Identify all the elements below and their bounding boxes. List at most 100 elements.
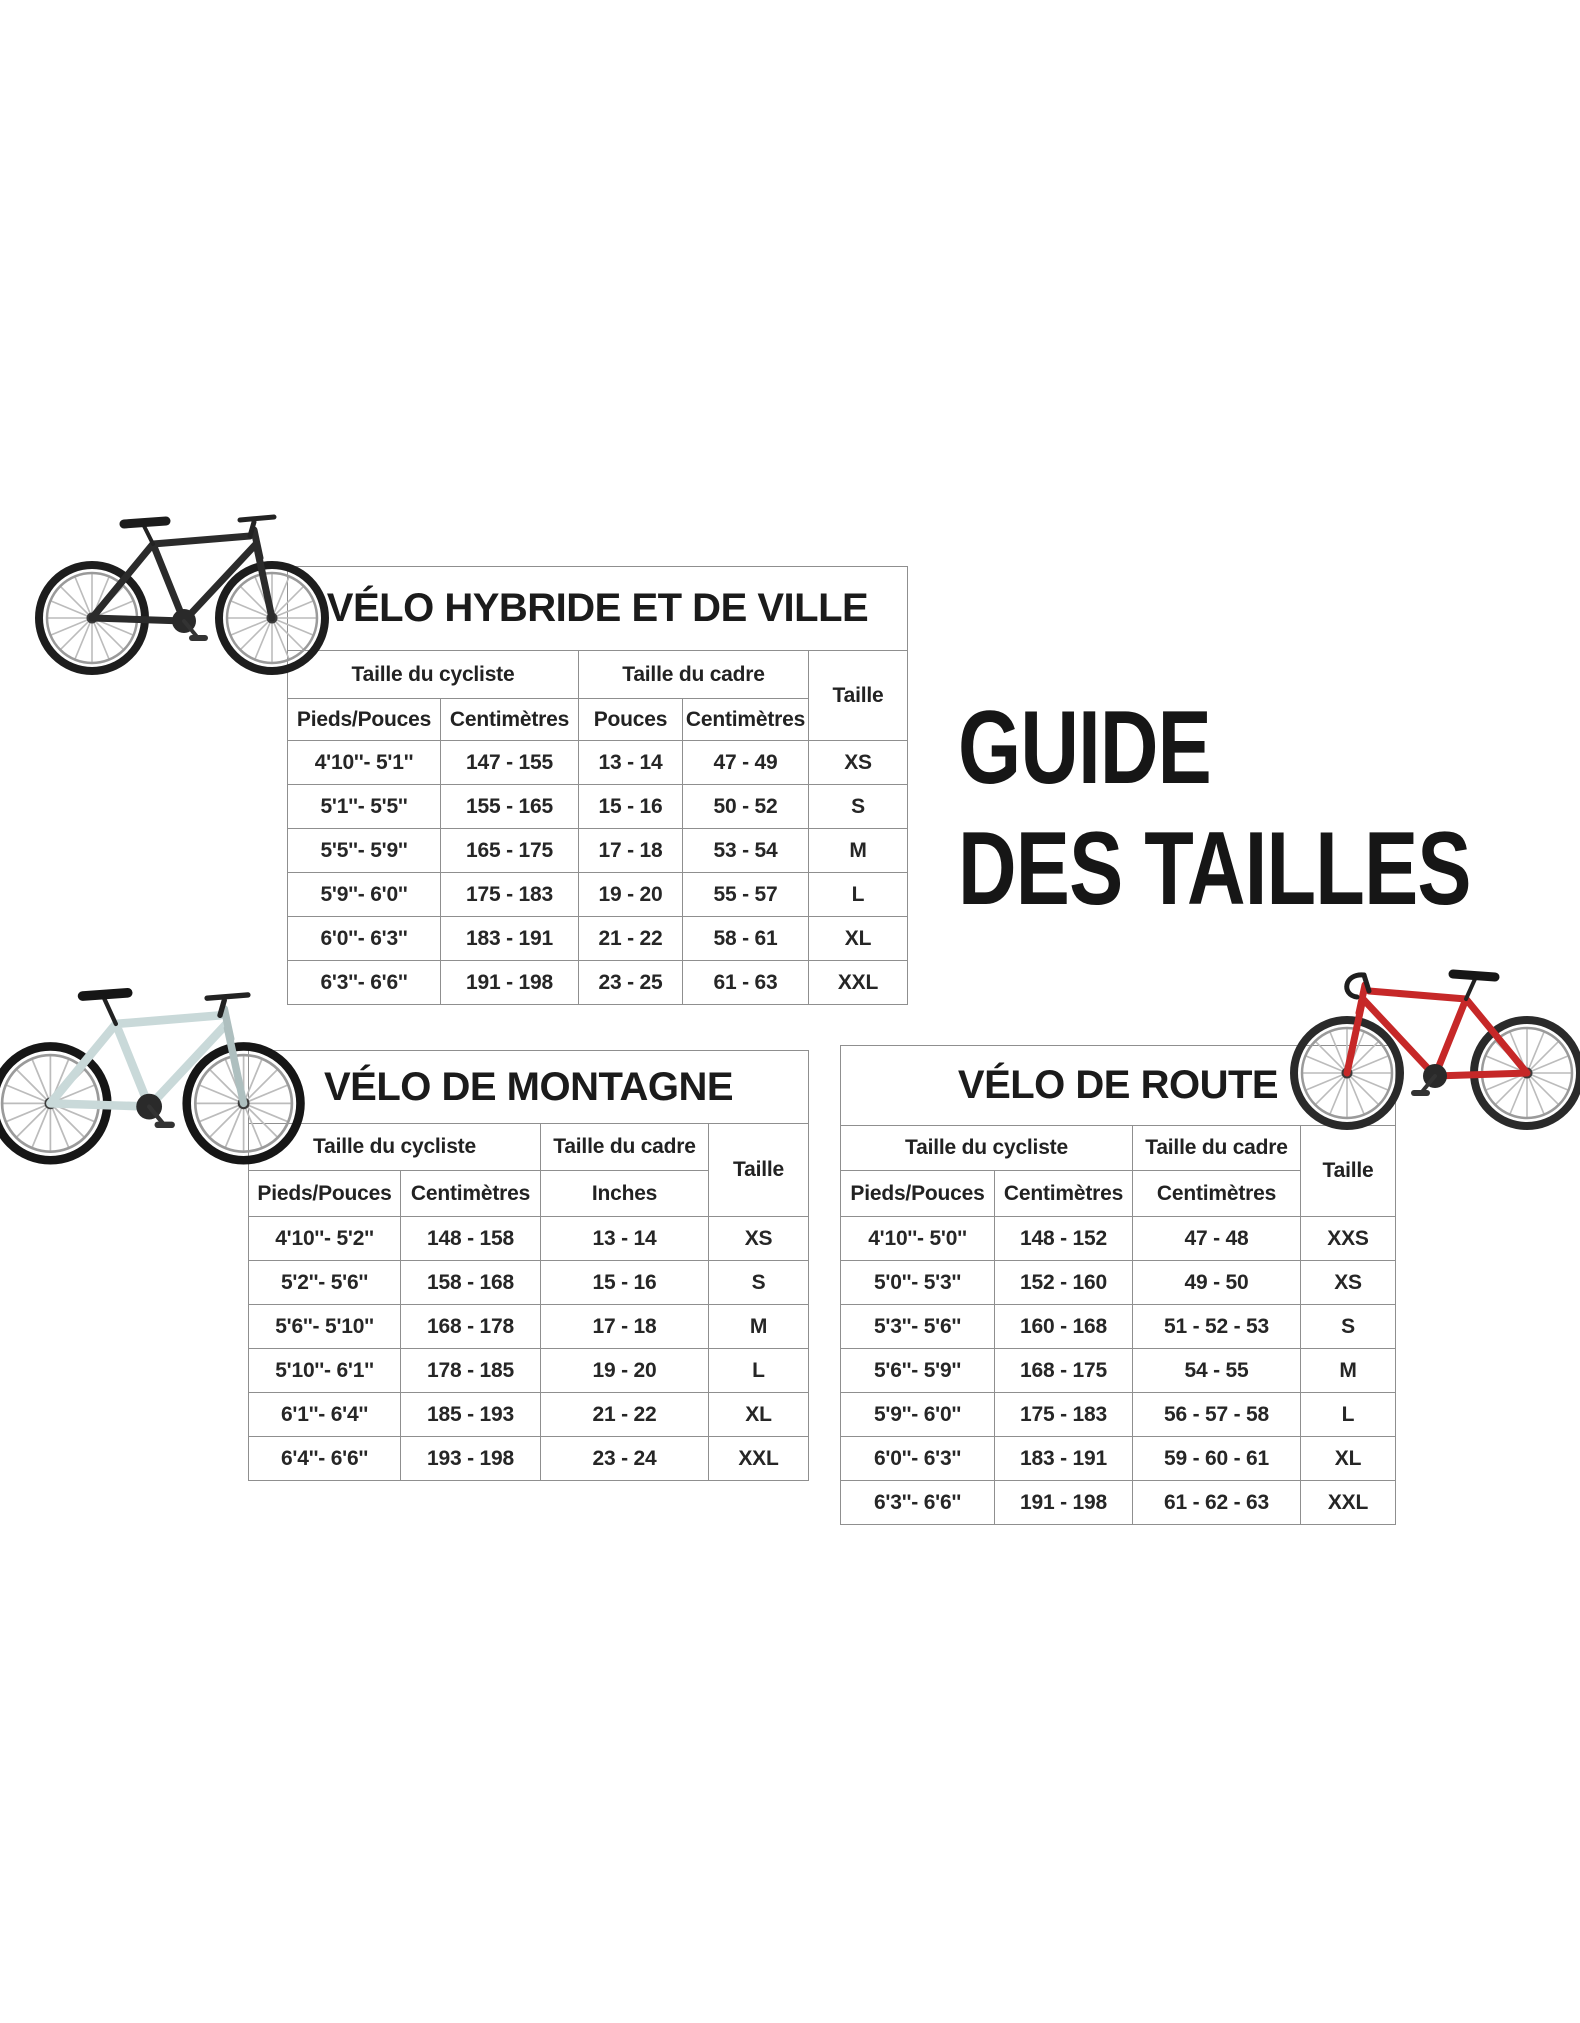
table-cell: 178 - 185: [400, 1348, 541, 1393]
table-cell: 155 - 165: [440, 784, 579, 829]
table-row: 6'4''- 6'6'' 193 - 198 23 - 24 XXL: [248, 1436, 809, 1481]
table-row: 6'3''- 6'6'' 191 - 198 61 - 62 - 63 XXL: [840, 1480, 1396, 1525]
table-row: 5'6''- 5'10'' 168 - 178 17 - 18 M: [248, 1304, 809, 1349]
size-code-cell: XL: [708, 1392, 809, 1437]
column-header: Pieds/Pouces: [287, 698, 441, 741]
table-row: Pieds/Pouces Centimètres Inches: [248, 1170, 809, 1217]
table-cell: 47 - 48: [1132, 1216, 1301, 1261]
frame-size-group-header: Taille du cadre: [578, 650, 809, 699]
table-cell: 47 - 49: [682, 740, 809, 785]
table-row: 5'5''- 5'9'' 165 - 175 17 - 18 53 - 54 M: [287, 828, 908, 873]
frame-size-group-header: Taille du cadre: [1132, 1125, 1301, 1171]
table-cell: 23 - 25: [578, 960, 683, 1005]
column-header: Centimètres: [440, 698, 579, 741]
table-cell: 148 - 152: [994, 1216, 1133, 1261]
table-cell: 61 - 63: [682, 960, 809, 1005]
column-header: Pouces: [578, 698, 683, 741]
table-cell: 59 - 60 - 61: [1132, 1436, 1301, 1481]
table-cell: 6'4''- 6'6'': [248, 1436, 401, 1481]
size-code-cell: XS: [1300, 1260, 1396, 1305]
table-cell: 5'9''- 6'0'': [287, 872, 441, 917]
hybrid-city-bike-image: [35, 514, 329, 675]
table-row: Taille du cycliste Taille du cadre Taille: [840, 1125, 1396, 1217]
table-cell: 21 - 22: [578, 916, 683, 961]
mountain-bike-image: [0, 987, 305, 1165]
table-cell: 6'0''- 6'3'': [840, 1436, 995, 1481]
table-cell: 51 - 52 - 53: [1132, 1304, 1301, 1349]
table-cell: 5'6''- 5'10'': [248, 1304, 401, 1349]
table-cell: 165 - 175: [440, 828, 579, 873]
table-cell: 17 - 18: [578, 828, 683, 873]
table-row: 4'10''- 5'1'' 147 - 155 13 - 14 47 - 49 XS: [287, 740, 908, 785]
size-code-cell: S: [1300, 1304, 1396, 1349]
rider-size-group-header: Taille du cycliste: [840, 1125, 1133, 1171]
table-cell: 56 - 57 - 58: [1132, 1392, 1301, 1437]
size-code-cell: L: [808, 872, 908, 917]
table-title: VÉLO DE MONTAGNE: [248, 1050, 809, 1124]
table-cell: 61 - 62 - 63: [1132, 1480, 1301, 1525]
rider-size-group-header: Taille du cycliste: [287, 650, 579, 699]
size-code-cell: L: [1300, 1392, 1396, 1437]
page-title: GUIDE DES TAILLES: [958, 688, 1472, 929]
table-cell: 5'6''- 5'9'': [840, 1348, 995, 1393]
table-cell: 5'5''- 5'9'': [287, 828, 441, 873]
table-cell: 185 - 193: [400, 1392, 541, 1437]
size-code-cell: S: [808, 784, 908, 829]
table-cell: 5'9''- 6'0'': [840, 1392, 995, 1437]
table-cell: 191 - 198: [440, 960, 579, 1005]
table-row: 4'10''- 5'0'' 148 - 152 47 - 48 XXS: [840, 1216, 1396, 1261]
table-cell: 15 - 16: [578, 784, 683, 829]
size-column-header: Taille: [708, 1123, 809, 1217]
size-code-cell: XXL: [708, 1436, 809, 1481]
bike-drawing: [1290, 969, 1580, 1130]
table-cell: 13 - 14: [578, 740, 683, 785]
table-cell: 5'3''- 5'6'': [840, 1304, 995, 1349]
page-title-line1: GUIDE: [958, 690, 1212, 806]
size-code-cell: XL: [808, 916, 908, 961]
table-cell: 5'1''- 5'5'': [287, 784, 441, 829]
table-cell: 6'1''- 6'4'': [248, 1392, 401, 1437]
table-row: 5'1''- 5'5'' 155 - 165 15 - 16 50 - 52 S: [287, 784, 908, 829]
column-header: Centimètres: [994, 1170, 1133, 1217]
table-cell: 49 - 50: [1132, 1260, 1301, 1305]
size-code-cell: XL: [1300, 1436, 1396, 1481]
table-row: 6'1''- 6'4'' 185 - 193 21 - 22 XL: [248, 1392, 809, 1437]
column-header: Pieds/Pouces: [248, 1170, 401, 1217]
column-header: Centimètres: [682, 698, 809, 741]
table-cell: 6'3''- 6'6'': [287, 960, 441, 1005]
table-cell: 158 - 168: [400, 1260, 541, 1305]
table-title: VÉLO HYBRIDE ET DE VILLE: [287, 566, 908, 651]
page-title-line2: DES TAILLES: [958, 810, 1472, 927]
size-code-cell: M: [808, 828, 908, 873]
size-code-cell: L: [708, 1348, 809, 1393]
table-cell: 17 - 18: [540, 1304, 709, 1349]
table-cell: 5'0''- 5'3'': [840, 1260, 995, 1305]
hybrid-city-size-table: VÉLO HYBRIDE ET DE VILLE Taille du cyclis…: [287, 566, 908, 1005]
table-cell: 13 - 14: [540, 1216, 709, 1261]
table-cell: 183 - 191: [994, 1436, 1133, 1481]
table-row: 6'0''- 6'3'' 183 - 191 21 - 22 58 - 61 XL: [287, 916, 908, 961]
table-row: VÉLO DE MONTAGNE: [248, 1050, 809, 1124]
table-cell: 148 - 158: [400, 1216, 541, 1261]
column-header: Centimètres: [400, 1170, 541, 1217]
table-cell: 175 - 183: [440, 872, 579, 917]
table-cell: 168 - 175: [994, 1348, 1133, 1393]
table-row: 5'9''- 6'0'' 175 - 183 19 - 20 55 - 57 L: [287, 872, 908, 917]
table-cell: 6'0''- 6'3'': [287, 916, 441, 961]
table-cell: 4'10''- 5'1'': [287, 740, 441, 785]
frame-size-group-header: Taille du cadre: [540, 1123, 709, 1171]
column-header: Pieds/Pouces: [840, 1170, 995, 1217]
table-cell: 147 - 155: [440, 740, 579, 785]
size-code-cell: M: [1300, 1348, 1396, 1393]
table-row: Taille du cycliste Taille du cadre Taille: [287, 650, 908, 741]
table-cell: 175 - 183: [994, 1392, 1133, 1437]
bike-drawing: [0, 987, 305, 1165]
road-bike-image: [1290, 969, 1580, 1130]
table-row: 5'9''- 6'0'' 175 - 183 56 - 57 - 58 L: [840, 1392, 1396, 1437]
table-cell: 168 - 178: [400, 1304, 541, 1349]
column-header: Inches: [540, 1170, 709, 1217]
table-row: 6'0''- 6'3'' 183 - 191 59 - 60 - 61 XL: [840, 1436, 1396, 1481]
size-code-cell: XXL: [808, 960, 908, 1005]
size-code-cell: XS: [708, 1216, 809, 1261]
